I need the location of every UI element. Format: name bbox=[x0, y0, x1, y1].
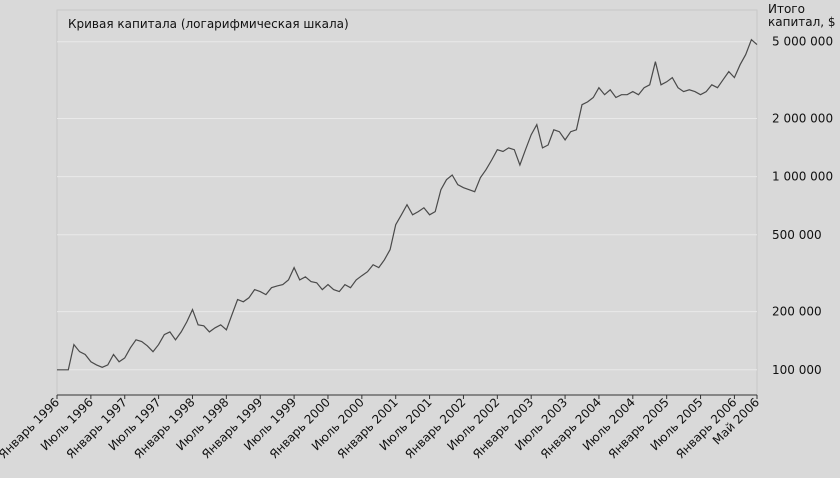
y-tick-label: 100 000 bbox=[772, 363, 822, 377]
y-axis-label: Итого капитал, $ bbox=[768, 2, 836, 29]
y-tick-label: 2 000 000 bbox=[772, 112, 833, 126]
chart-title: Кривая капитала (логарифмическая шкала) bbox=[68, 17, 349, 31]
y-tick-label: 500 000 bbox=[772, 228, 822, 242]
equity-line bbox=[57, 38, 758, 371]
y-tick-label: 200 000 bbox=[772, 305, 822, 319]
plot-area bbox=[56, 9, 758, 396]
y-tick-label: 5 000 000 bbox=[772, 35, 833, 49]
y-tick-label: 1 000 000 bbox=[772, 170, 833, 184]
